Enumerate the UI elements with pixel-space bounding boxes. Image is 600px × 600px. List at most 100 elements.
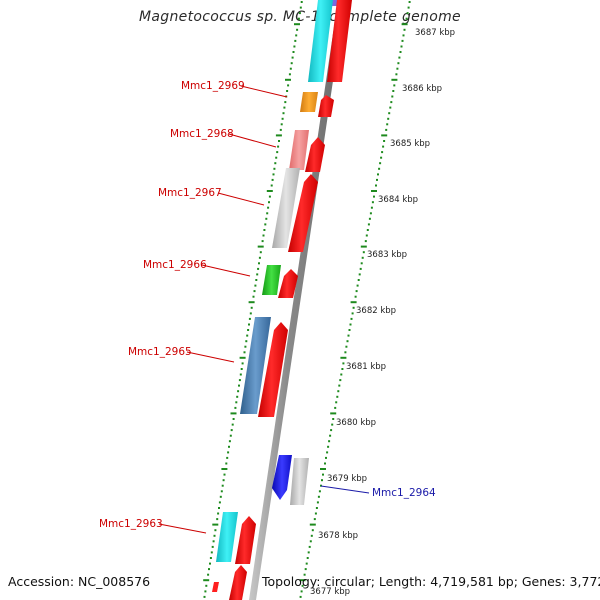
outer-tick-minor	[387, 117, 390, 120]
inner-tick-minor	[225, 462, 228, 465]
inner-tick-minor	[296, 28, 299, 31]
gene-red-arrow-2967[interactable]	[288, 174, 318, 252]
outer-tick-minor	[310, 534, 313, 537]
scale-label-3682: 3682 kbp	[356, 306, 396, 316]
gene-cyan-mmc1-2963[interactable]	[216, 512, 238, 562]
genome-backbone	[249, 0, 345, 600]
inner-tick-minor	[218, 507, 220, 509]
outer-tick-minor	[318, 490, 321, 493]
inner-tick-minor	[272, 173, 275, 176]
gene-red-top[interactable]	[327, 0, 352, 82]
gene-label-mmc1-2967[interactable]: Mmc1_2967	[158, 187, 222, 199]
gene-label-mmc1-2965[interactable]: Mmc1_2965	[128, 346, 192, 358]
outer-tick-minor	[366, 229, 369, 231]
outer-tick-minor	[327, 445, 330, 448]
gene-red-arrow-2965[interactable]	[258, 322, 288, 417]
inner-tick-minor	[213, 534, 216, 537]
outer-tick-minor	[328, 440, 331, 443]
inner-tick-minor	[231, 423, 234, 426]
inner-tick-minor	[300, 1, 303, 3]
gene-orange-mmc1-2969[interactable]	[300, 92, 318, 112]
inner-tick-minor	[283, 106, 286, 109]
gene-red-arrow-2969[interactable]	[318, 95, 334, 117]
outer-tick-minor	[401, 39, 404, 42]
gene-grey-mmc1-2964[interactable]	[290, 458, 309, 505]
outer-tick-minor	[354, 295, 357, 298]
gene-label-mmc1-2964[interactable]: Mmc1_2964	[372, 487, 436, 499]
inner-tick-minor	[274, 162, 277, 165]
inner-tick-major	[266, 190, 273, 192]
leader-line-2968	[228, 133, 277, 148]
outer-tick-minor	[376, 178, 378, 181]
gene-label-mmc1-2969[interactable]: Mmc1_2969	[181, 80, 245, 92]
outer-tick-minor	[392, 90, 395, 92]
outer-tick-minor	[303, 573, 306, 576]
inner-tick-minor	[291, 56, 294, 59]
inner-tick-minor	[289, 67, 292, 70]
outer-tick-minor	[332, 418, 335, 420]
inner-tick-minor	[238, 379, 241, 382]
gene-blue-arrow-mmc1-2964[interactable]	[272, 455, 292, 500]
inner-tick-minor	[292, 51, 295, 53]
inner-tick-major	[221, 468, 228, 470]
gene-grey-mmc1-2967[interactable]	[272, 168, 300, 248]
gene-red-arrow-2968[interactable]	[305, 137, 325, 172]
gene-pink-mmc1-2968[interactable]	[289, 130, 309, 170]
outer-tick-major	[340, 356, 347, 359]
inner-tick-major	[285, 78, 291, 81]
gene-steelblue-mmc1-2965[interactable]	[240, 317, 271, 414]
scale-label-3680: 3680 kbp	[336, 418, 376, 428]
outer-tick-minor	[377, 173, 379, 176]
outer-tick-minor	[398, 56, 401, 59]
outer-tick-minor	[395, 73, 398, 76]
gene-label-mmc1-2963[interactable]: Mmc1_2963	[99, 518, 163, 530]
gene-red-bottom[interactable]	[229, 565, 247, 600]
inner-tick-minor	[209, 562, 211, 565]
gene-cyan-top[interactable]	[308, 0, 333, 82]
inner-tick-minor	[230, 429, 233, 432]
inner-tick-minor	[214, 529, 217, 532]
gene-label-mmc1-2966[interactable]: Mmc1_2966	[143, 259, 207, 271]
outer-tick-minor	[373, 195, 375, 198]
inner-tick-minor	[211, 545, 214, 548]
outer-tick-minor	[301, 584, 304, 587]
inner-tick-minor	[280, 123, 283, 126]
scale-ticks-outer	[299, 1, 411, 598]
inner-tick-minor	[227, 451, 230, 454]
inner-tick-minor	[256, 273, 259, 276]
scale-label-3687: 3687 kbp	[415, 28, 455, 38]
outer-tick-minor	[342, 362, 345, 365]
inner-tick-minor	[222, 479, 225, 482]
inner-tick-minor	[282, 112, 285, 115]
inner-tick-minor	[276, 151, 279, 154]
outer-tick-minor	[393, 84, 396, 87]
leader-line-2965	[186, 351, 235, 363]
outer-tick-major	[330, 412, 337, 415]
scale-label-3685: 3685 kbp	[390, 139, 430, 149]
gene-red-arrow-2966[interactable]	[278, 269, 298, 298]
outer-tick-minor	[361, 256, 364, 259]
inner-tick-minor	[209, 557, 212, 559]
scale-label-3678: 3678 kbp	[318, 531, 358, 541]
inner-tick-minor	[204, 590, 207, 593]
outer-tick-minor	[307, 551, 310, 554]
outer-tick-minor	[341, 368, 344, 370]
gene-red-bottom-small[interactable]	[212, 582, 219, 592]
gene-red-arrow-2963[interactable]	[235, 516, 256, 564]
inner-tick-minor	[281, 117, 284, 120]
inner-tick-major	[257, 245, 264, 248]
outer-tick-minor	[403, 28, 406, 31]
gene-label-mmc1-2968[interactable]: Mmc1_2968	[170, 128, 234, 140]
inner-tick-minor	[287, 84, 290, 87]
inner-tick-minor	[294, 39, 297, 42]
outer-tick-minor	[405, 17, 408, 20]
inner-tick-minor	[247, 329, 250, 331]
outer-tick-minor	[389, 106, 392, 109]
gene-green-mmc1-2966[interactable]	[262, 265, 281, 295]
outer-tick-minor	[375, 184, 377, 187]
inner-tick-minor	[249, 312, 252, 315]
outer-tick-minor	[308, 545, 311, 548]
outer-tick-minor	[362, 251, 365, 254]
outer-tick-minor	[381, 151, 384, 154]
outer-tick-minor	[352, 306, 355, 309]
